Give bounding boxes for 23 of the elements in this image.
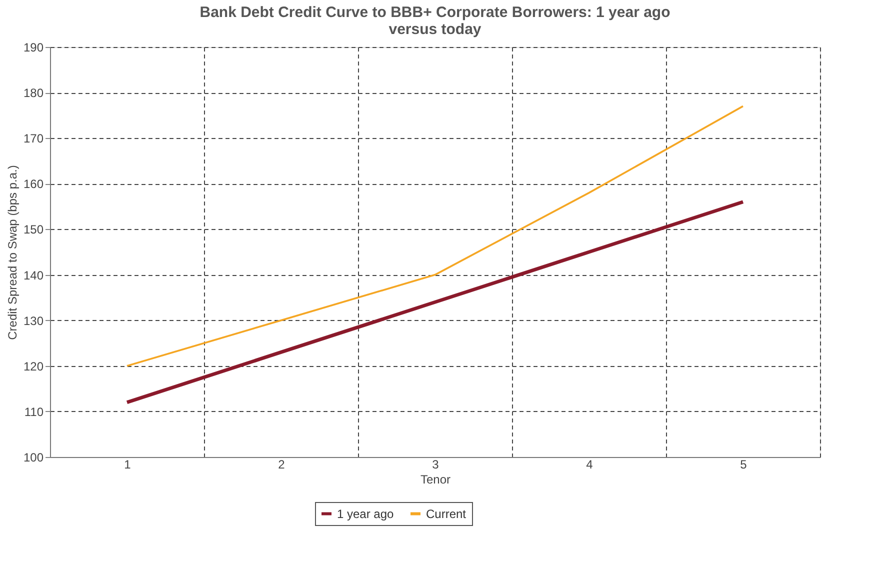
y-tick-label: 160 [23, 177, 44, 192]
legend-label: Current [426, 506, 467, 521]
y-tick-label: 190 [23, 40, 44, 54]
x-tick-label: 5 [740, 458, 748, 472]
y-tick-label: 180 [23, 86, 44, 100]
y-tick-label: 100 [23, 450, 44, 464]
line-series [126, 105, 744, 367]
y-axis-title: Credit Spread to Swap (bps p.a.) [5, 165, 20, 340]
legend-label: 1 year ago [337, 506, 394, 521]
line-series [125, 200, 745, 404]
y-tick-label: 120 [23, 359, 44, 374]
x-tick-label: 3 [432, 458, 440, 472]
x-tick-label: 1 [124, 458, 132, 472]
text: Bank Debt Credit Curve to BBB+ Corporate Borrowers: 1 year ago [200, 4, 670, 21]
y-tick-label: 140 [23, 268, 44, 282]
y-tick-label: 110 [24, 404, 44, 419]
y-tick-label: 130 [23, 314, 44, 328]
text: versus today [388, 21, 482, 38]
y-tick-label: 150 [23, 222, 44, 237]
x-tick-label: 2 [278, 458, 286, 472]
x-axis-title: Tenor [420, 472, 451, 486]
x-tick-label: 4 [586, 458, 594, 472]
y-tick-label: 170 [23, 132, 44, 146]
